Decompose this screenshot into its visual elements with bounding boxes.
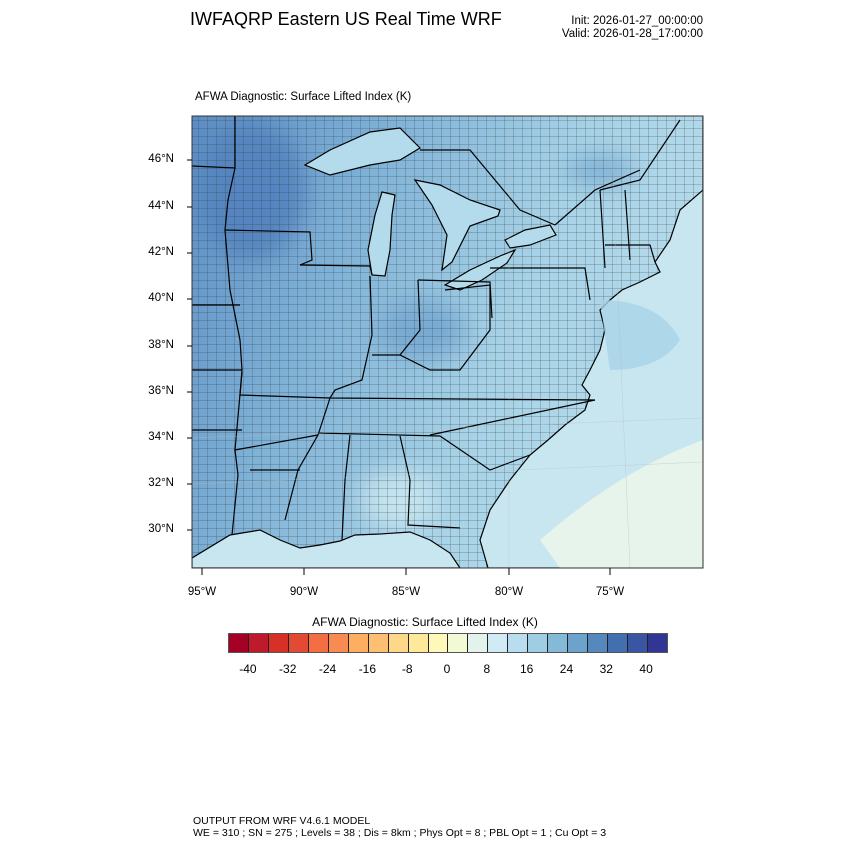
map-frame: [191, 115, 704, 569]
gulf-of-mexico: [192, 529, 461, 568]
colorbar-swatch: [448, 634, 469, 652]
colorbar-swatch: [288, 634, 309, 652]
colorbar-tick-label: -40: [239, 662, 257, 676]
lon-label: 95°W: [187, 586, 217, 598]
colorbar-swatch: [368, 634, 389, 652]
lat-label: 42°N: [148, 246, 174, 258]
colorbar-title: AFWA Diagnostic: Surface Lifted Index (K…: [312, 615, 538, 629]
lat-label: 38°N: [148, 339, 174, 351]
colorbar-tick-label: 32: [599, 662, 613, 676]
colorbar-swatch: [428, 634, 449, 652]
colorbar-tick-label: -8: [401, 662, 413, 676]
lake-superior: [303, 127, 421, 176]
colorbar-tick-label: -16: [358, 662, 377, 676]
pale-ocean-region: [540, 440, 703, 568]
colorbar-swatch: [608, 634, 629, 652]
lifted-index-map: [187, 115, 704, 575]
colorbar-swatch: [508, 634, 529, 652]
colorbar-swatch: [468, 634, 489, 652]
colorbar-tick-label: 8: [483, 662, 491, 676]
colorbar-tick-label: 24: [559, 662, 574, 676]
colorbar-swatch: [348, 634, 369, 652]
colorbar-swatch: [229, 634, 249, 652]
colorbar-swatch: [528, 634, 549, 652]
field-subtitle: AFWA Diagnostic: Surface Lifted Index (K…: [195, 91, 412, 103]
lake-huron: [413, 179, 501, 272]
colorbar: [228, 633, 668, 653]
lon-label: 90°W: [289, 586, 319, 598]
colorbar-swatch: [408, 634, 429, 652]
colorbar-swatch: [568, 634, 589, 652]
lon-label: 75°W: [595, 586, 625, 598]
lat-label: 44°N: [148, 200, 174, 212]
lat-label: 32°N: [148, 477, 174, 489]
model-config: WE = 310 ; SN = 275 ; Levels = 38 ; Dis …: [193, 827, 607, 839]
colorbar-swatch: [588, 634, 609, 652]
lake-ontario: [504, 224, 557, 249]
colorbar-swatch: [308, 634, 329, 652]
lon-label: 85°W: [391, 586, 421, 598]
colorbar-tick-label: -24: [318, 662, 337, 676]
model-info: OUTPUT FROM WRF V4.6.1 MODEL: [193, 815, 371, 827]
colorbar-swatch: [268, 634, 289, 652]
colorbar-tick-label: 16: [519, 662, 534, 676]
plot-title: IWFAQRP Eastern US Real Time WRF: [190, 9, 502, 29]
colorbar-swatch: [328, 634, 349, 652]
colorbar-swatch: [648, 634, 667, 652]
lat-label: 40°N: [148, 292, 174, 304]
colorbar-swatch: [628, 634, 649, 652]
colorbar-swatch: [248, 634, 269, 652]
valid-time: Valid: 2026-01-28_17:00:00: [561, 28, 703, 40]
colorbar-tick-label: 0: [443, 662, 451, 676]
lake-michigan: [367, 191, 396, 277]
lat-label: 30°N: [148, 523, 174, 535]
lon-label: 80°W: [494, 586, 524, 598]
state-boundaries: [192, 116, 681, 541]
lat-label: 36°N: [148, 385, 174, 397]
colorbar-swatch: [388, 634, 409, 652]
init-time: Init: 2026-01-27_00:00:00: [571, 15, 703, 27]
colorbar-swatch: [548, 634, 569, 652]
colorbar-swatch: [488, 634, 509, 652]
lat-label: 34°N: [148, 431, 174, 443]
colorbar-tick-label: 40: [639, 662, 653, 676]
colorbar-tick-label: -32: [279, 662, 297, 676]
axis-ticks: [187, 159, 611, 575]
lat-label: 46°N: [148, 153, 174, 165]
